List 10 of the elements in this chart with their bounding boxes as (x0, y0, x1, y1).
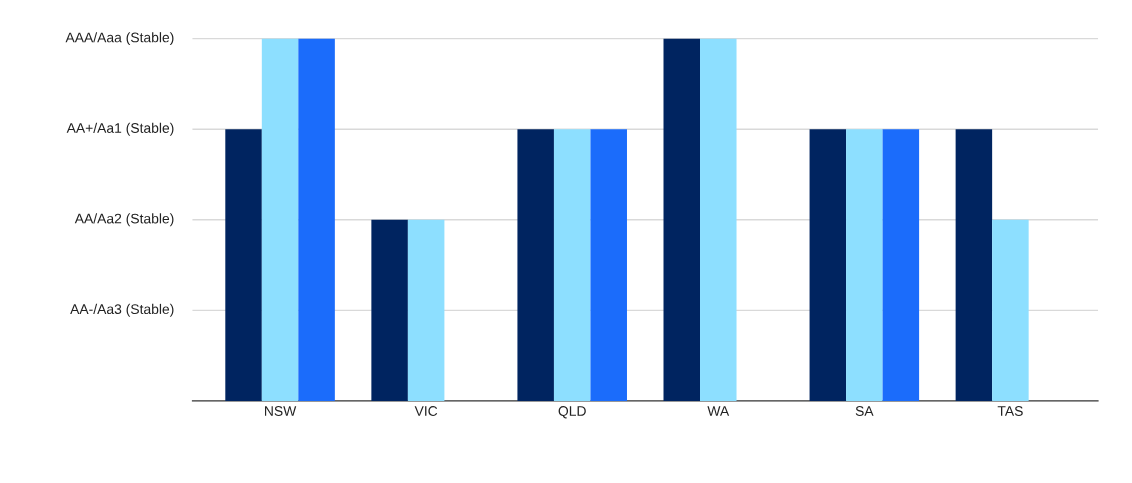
x-tick-label: QLD (558, 406, 586, 419)
x-tick-label: TAS (997, 406, 1023, 416)
text: AA+/Aa1 (Stable) (66, 122, 174, 136)
text: AA-/Aa3 (Stable) (70, 303, 174, 317)
x-tick-label: VIC (414, 406, 438, 416)
x-tick-label: SA (855, 406, 874, 416)
text: AAA/Aaa (Stable) (65, 32, 174, 46)
text: AA/Aa2 (Stable) (74, 213, 174, 227)
x-tick-label: WA (707, 406, 730, 416)
x-tick-label: NSW (265, 406, 297, 416)
